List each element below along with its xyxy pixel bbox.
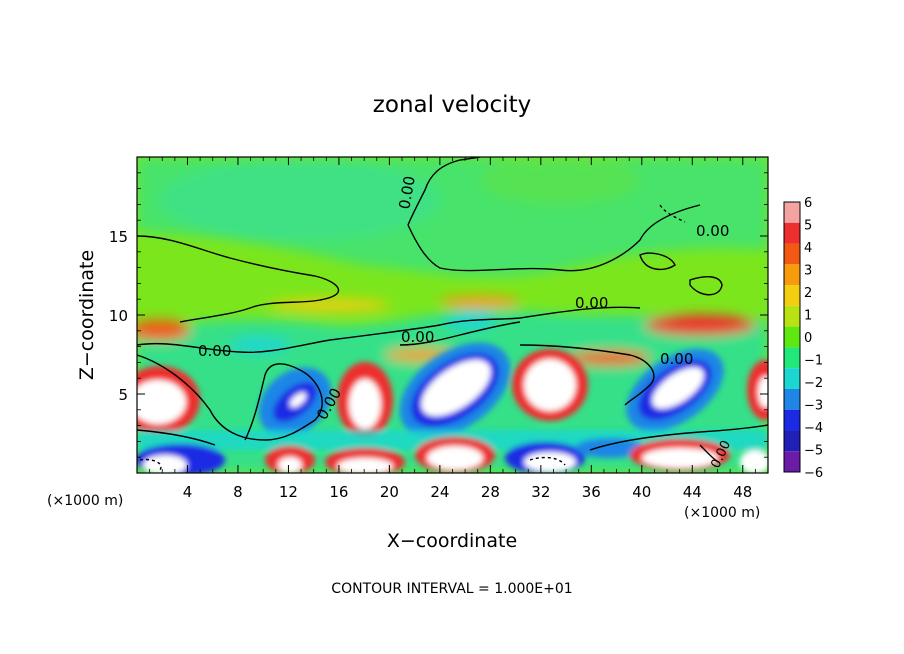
y-tick-label: 15	[109, 228, 128, 246]
colorbar-label: −4	[804, 421, 823, 436]
colorbar-swatch	[784, 264, 800, 286]
contour-label: 0.00	[395, 175, 419, 211]
colorbar-label: 4	[804, 241, 812, 256]
x-tick-label: 28	[481, 483, 500, 501]
contour-label: 0.00	[575, 294, 608, 312]
contour-labels: 0.00 0.00 0.00 0.00 0.00 0.00 0.00 0.00	[198, 175, 734, 471]
contour-label: 0.00	[660, 350, 693, 368]
colorbar-label: 6	[804, 196, 812, 211]
colorbar: 6 5 4 3 2 1 0 −1 −2 −3 −4 −5 −6	[783, 196, 823, 481]
colorbar-label: 2	[804, 286, 812, 301]
colorbar-label: 0	[804, 331, 812, 346]
x-tick-label: 20	[380, 483, 399, 501]
contour-interval-note: CONTOUR INTERVAL = 1.000E+01	[331, 581, 572, 597]
chart-title: zonal velocity	[373, 92, 531, 118]
x-tick-label: 40	[632, 483, 651, 501]
zero-contours	[137, 157, 768, 471]
colorbar-label: −1	[804, 354, 823, 369]
colorbar-swatch	[784, 388, 800, 410]
colorbar-swatch	[784, 368, 800, 389]
y-tick-label: 10	[109, 307, 128, 325]
colorbar-label: −6	[804, 466, 823, 481]
colorbar-swatch	[784, 243, 800, 265]
colorbar-swatch	[784, 430, 800, 452]
colorbar-label: −3	[804, 399, 823, 414]
colorbar-swatch	[784, 347, 800, 369]
colorbar-swatch	[784, 202, 800, 223]
contour-label: 0.00	[696, 222, 729, 240]
x-unit-left: (×1000 m)	[47, 493, 123, 509]
x-tick-label: 4	[183, 483, 193, 501]
colorbar-label: 1	[804, 309, 812, 324]
colorbar-swatch	[784, 451, 800, 472]
colorbar-label: −5	[804, 444, 823, 459]
velocity-field	[137, 157, 768, 473]
colorbar-swatch	[784, 409, 800, 431]
x-tick-label: 24	[430, 483, 449, 501]
x-tick-label: 36	[582, 483, 601, 501]
colorbar-swatch	[784, 285, 800, 306]
x-unit-right: (×1000 m)	[684, 505, 760, 521]
x-tick-label: 8	[233, 483, 243, 501]
colorbar-label: 3	[804, 264, 812, 279]
contour-label: 0.00	[198, 342, 231, 360]
red-band-right	[645, 315, 755, 335]
colorbar-frame	[783, 201, 801, 473]
colorbar-swatch	[784, 222, 800, 244]
colorbar-swatch	[784, 305, 800, 327]
colorbar-label: −2	[804, 376, 823, 391]
x-tick-label: 32	[531, 483, 550, 501]
y-tick-label: 5	[118, 386, 128, 404]
x-tick-label: 12	[279, 483, 298, 501]
x-tick-label: 16	[329, 483, 348, 501]
x-tick-label: 48	[733, 483, 752, 501]
smooth-regions	[137, 157, 768, 473]
x-axis-label: X−coordinate	[387, 530, 517, 552]
colorbar-swatch	[784, 326, 800, 348]
upper-teal-patch	[160, 160, 440, 240]
colorbar-label: 5	[804, 219, 812, 234]
x-tick-label: 44	[683, 483, 702, 501]
contour-label: 0.00	[401, 328, 434, 346]
y-axis-label: Z−coordinate	[76, 250, 98, 380]
